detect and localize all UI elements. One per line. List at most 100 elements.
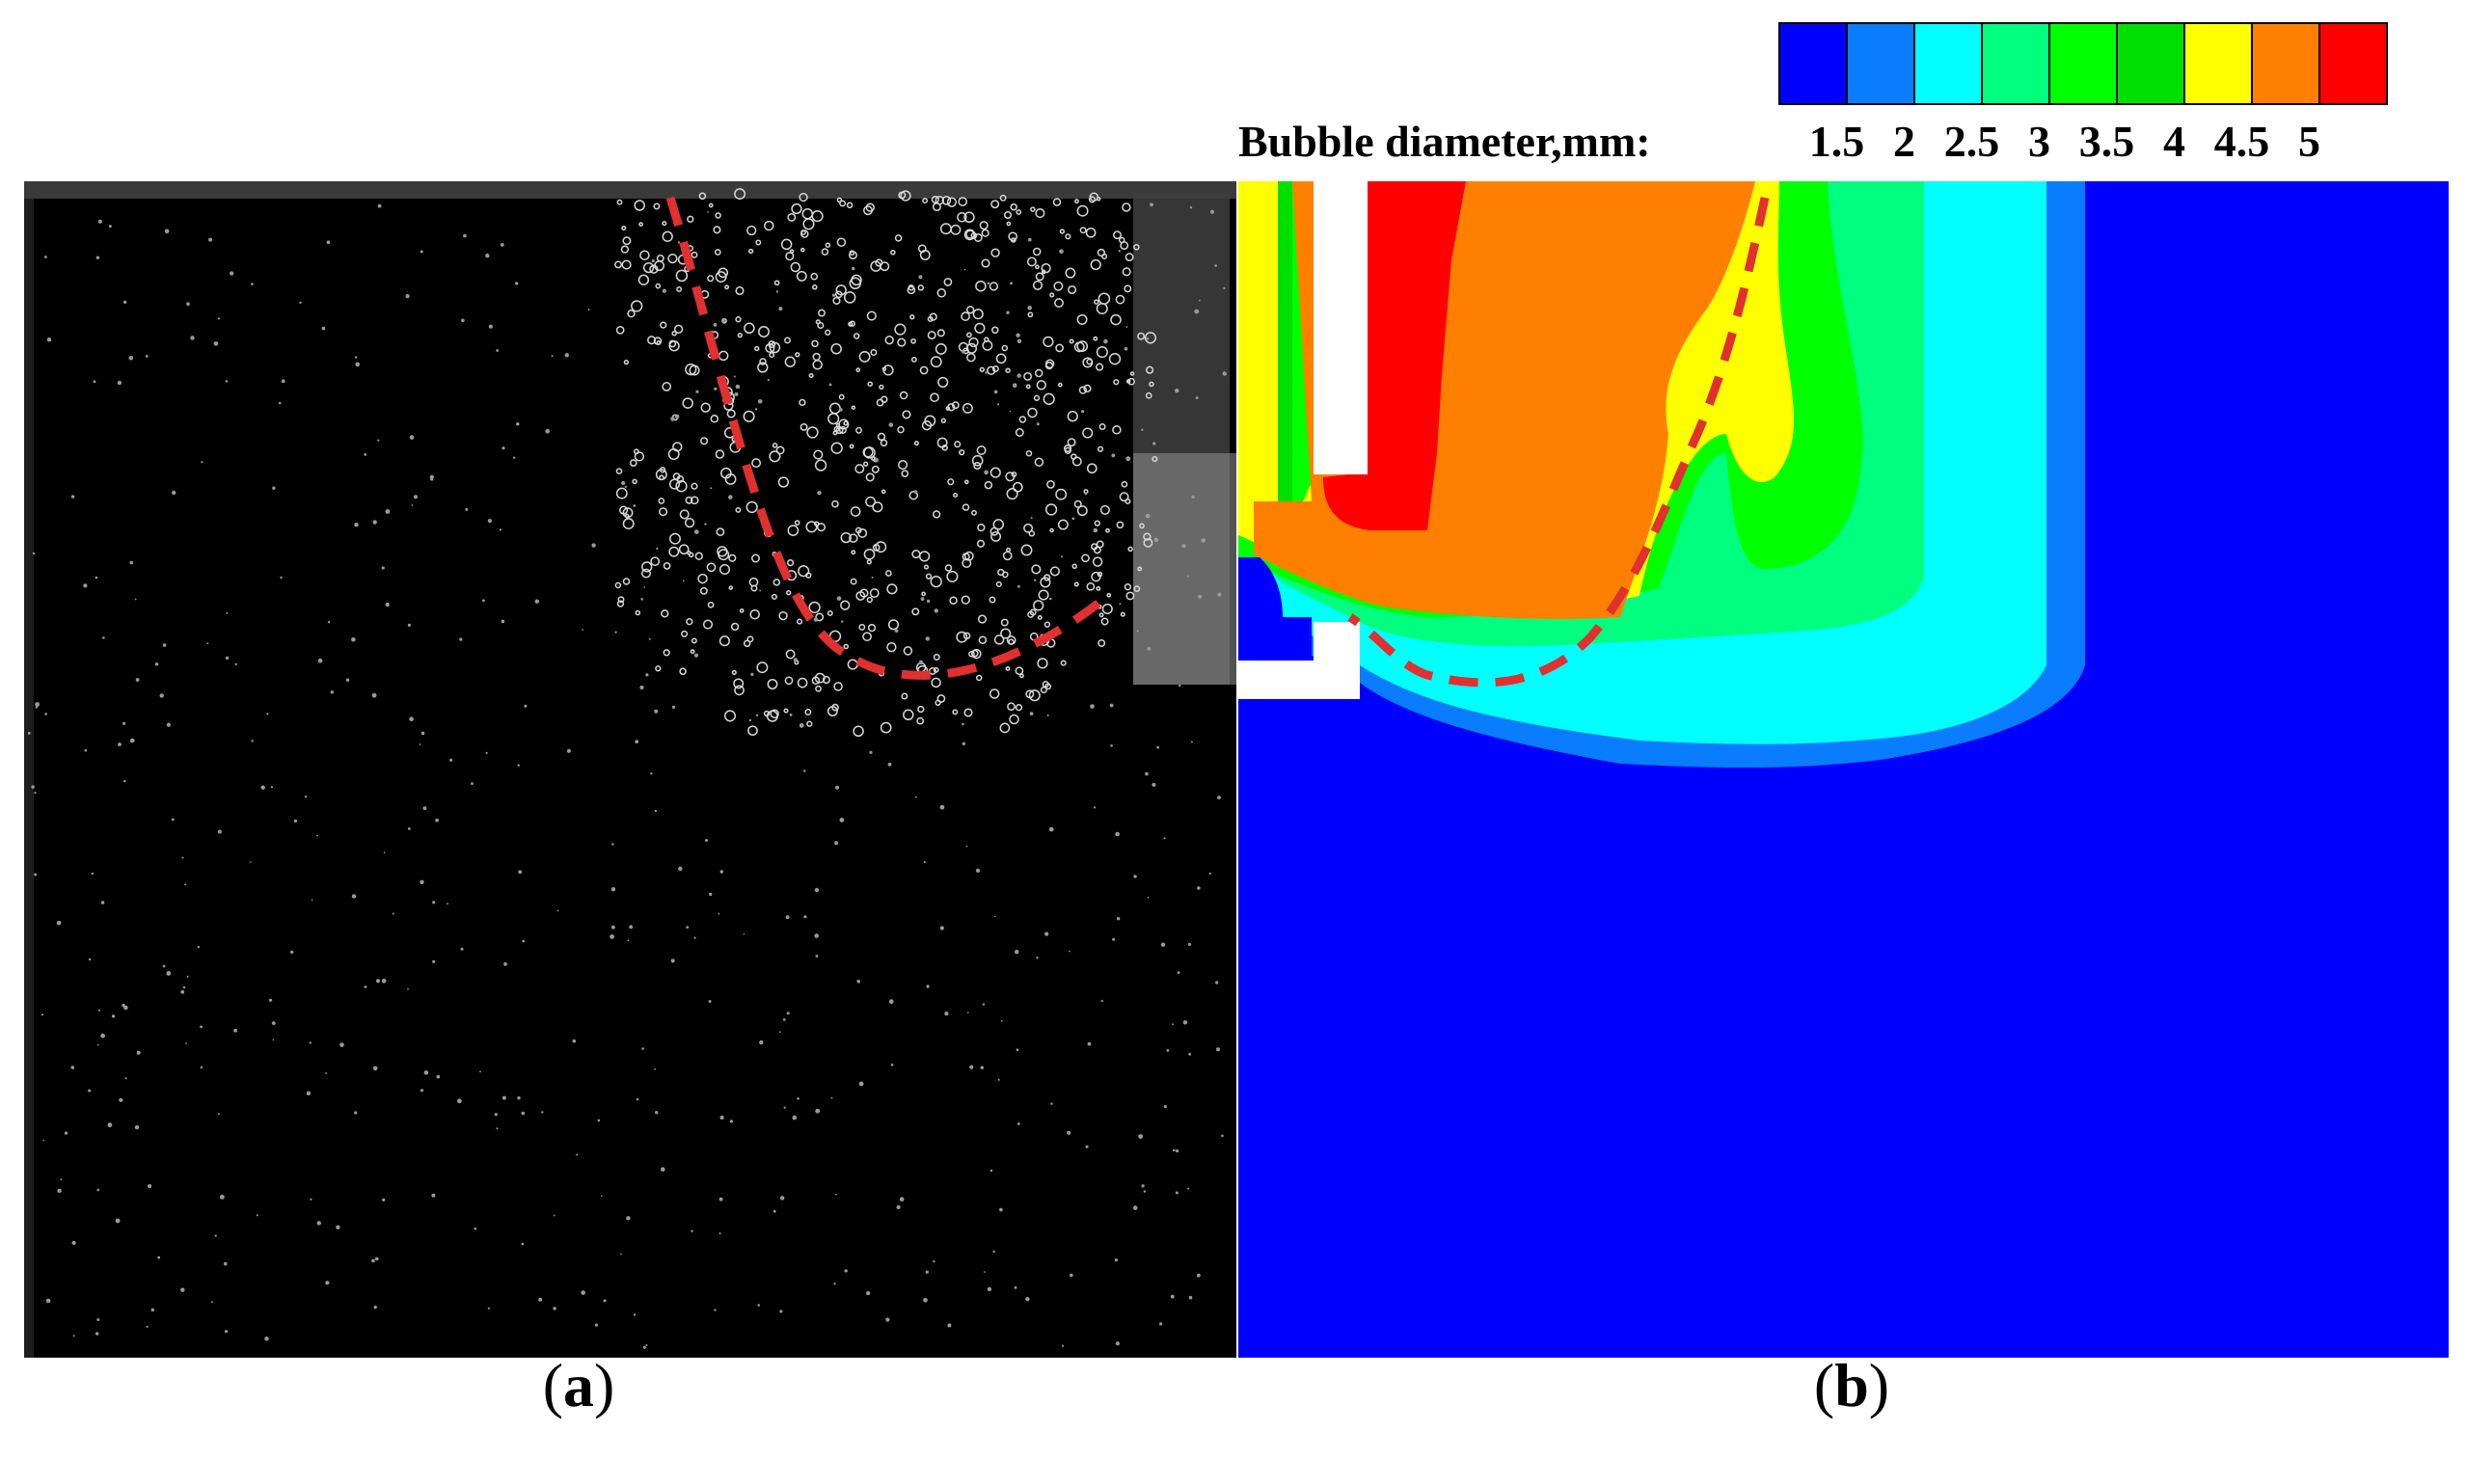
- bubble-speck: [96, 1318, 100, 1322]
- bubble-speck: [989, 1169, 993, 1173]
- bubble: [879, 384, 884, 391]
- bubble: [642, 261, 655, 274]
- bubble: [731, 669, 737, 675]
- bubble-speck: [963, 268, 966, 271]
- bubble-speck: [60, 1178, 63, 1181]
- bubble: [936, 329, 945, 337]
- bubble: [993, 634, 1005, 645]
- bubble-speck: [641, 1047, 644, 1050]
- bubble: [963, 479, 969, 485]
- colorbar-swatch-6: [2183, 22, 2253, 105]
- bubble: [991, 365, 999, 372]
- bubble: [1005, 665, 1011, 671]
- bubble: [973, 461, 982, 471]
- bubble: [619, 505, 629, 515]
- bubble-speck: [471, 782, 474, 786]
- bubble: [798, 565, 810, 578]
- bubble: [1093, 336, 1098, 341]
- bubble: [1027, 311, 1034, 318]
- bubble-speck: [755, 714, 759, 716]
- bubble: [724, 284, 730, 290]
- bubble: [1043, 336, 1054, 348]
- bubble-speck: [1070, 1273, 1073, 1278]
- bubble-speck: [629, 925, 634, 930]
- bubble: [971, 509, 977, 516]
- bubble: [990, 200, 1000, 209]
- bubble-speck: [708, 1000, 712, 1003]
- bubble: [660, 321, 667, 329]
- bubble: [1059, 229, 1066, 234]
- bubble: [839, 200, 847, 207]
- bubble: [899, 391, 908, 400]
- bubble: [995, 353, 1007, 364]
- bubble: [784, 676, 794, 686]
- bubble-speck: [1146, 337, 1150, 340]
- bubble-speck: [281, 379, 285, 384]
- bubble-speck: [719, 870, 723, 874]
- bubble-speck: [1100, 999, 1103, 1003]
- bubble-speck: [420, 879, 424, 884]
- bubble-speck: [129, 738, 135, 743]
- bubble: [931, 195, 939, 204]
- bubble: [877, 432, 886, 442]
- bubble: [707, 601, 715, 608]
- bubble: [836, 237, 847, 247]
- bubble-speck: [501, 1095, 506, 1100]
- bubble-speck: [633, 504, 637, 507]
- bubble: [854, 526, 862, 534]
- bubble: [1035, 208, 1045, 219]
- bubble-speck: [933, 1260, 935, 1263]
- bubble: [1023, 371, 1033, 381]
- bubble: [811, 210, 824, 223]
- bubble-speck: [1125, 456, 1131, 462]
- bubble-speck: [487, 1307, 490, 1309]
- bubble: [785, 649, 796, 660]
- bubble: [1079, 227, 1087, 234]
- bubble-speck: [682, 580, 685, 582]
- bubble: [723, 710, 737, 722]
- bubble: [850, 506, 861, 517]
- bubble: [735, 316, 742, 323]
- bubble-speck: [815, 955, 819, 958]
- bubble-speck: [713, 323, 718, 327]
- bubble: [635, 609, 641, 616]
- bubble: [930, 575, 942, 588]
- bubble-speck: [651, 259, 655, 263]
- bubble: [971, 454, 984, 467]
- bubble: [908, 490, 919, 500]
- bubble: [726, 409, 736, 418]
- bubble-speck: [407, 988, 409, 990]
- bubble: [715, 271, 727, 283]
- bubble-speck: [96, 1188, 100, 1192]
- bubble-speck: [518, 870, 523, 875]
- bubble: [872, 544, 881, 552]
- bubble-speck: [670, 417, 675, 421]
- bubble-speck: [987, 282, 990, 285]
- bubble-speck: [633, 1313, 637, 1316]
- bubble: [1101, 253, 1108, 259]
- bubble-speck: [123, 300, 127, 304]
- bubble-speck: [225, 380, 229, 383]
- bubble-speck: [750, 672, 754, 677]
- bubble: [953, 492, 959, 499]
- bubble: [806, 720, 813, 727]
- bubble-speck: [1006, 310, 1010, 314]
- bubble: [822, 676, 830, 685]
- bubble: [1010, 202, 1017, 211]
- bubble-speck: [364, 453, 367, 456]
- bubble-speck: [1138, 1134, 1144, 1139]
- bubble-speck: [159, 693, 164, 698]
- bubble-speck: [1208, 872, 1211, 876]
- bubble-speck: [772, 1209, 776, 1213]
- bubble-speck: [46, 337, 52, 342]
- bubble-speck: [220, 1195, 225, 1200]
- bubble-speck: [1081, 410, 1085, 414]
- bubble-speck: [95, 576, 98, 580]
- bubble: [754, 345, 760, 352]
- bubble: [1000, 618, 1009, 627]
- bubble: [653, 337, 663, 345]
- bubble-speck: [721, 319, 725, 323]
- bubble-speck: [280, 576, 283, 580]
- bubble-speck: [691, 1229, 693, 1233]
- bubble-speck: [1048, 826, 1054, 832]
